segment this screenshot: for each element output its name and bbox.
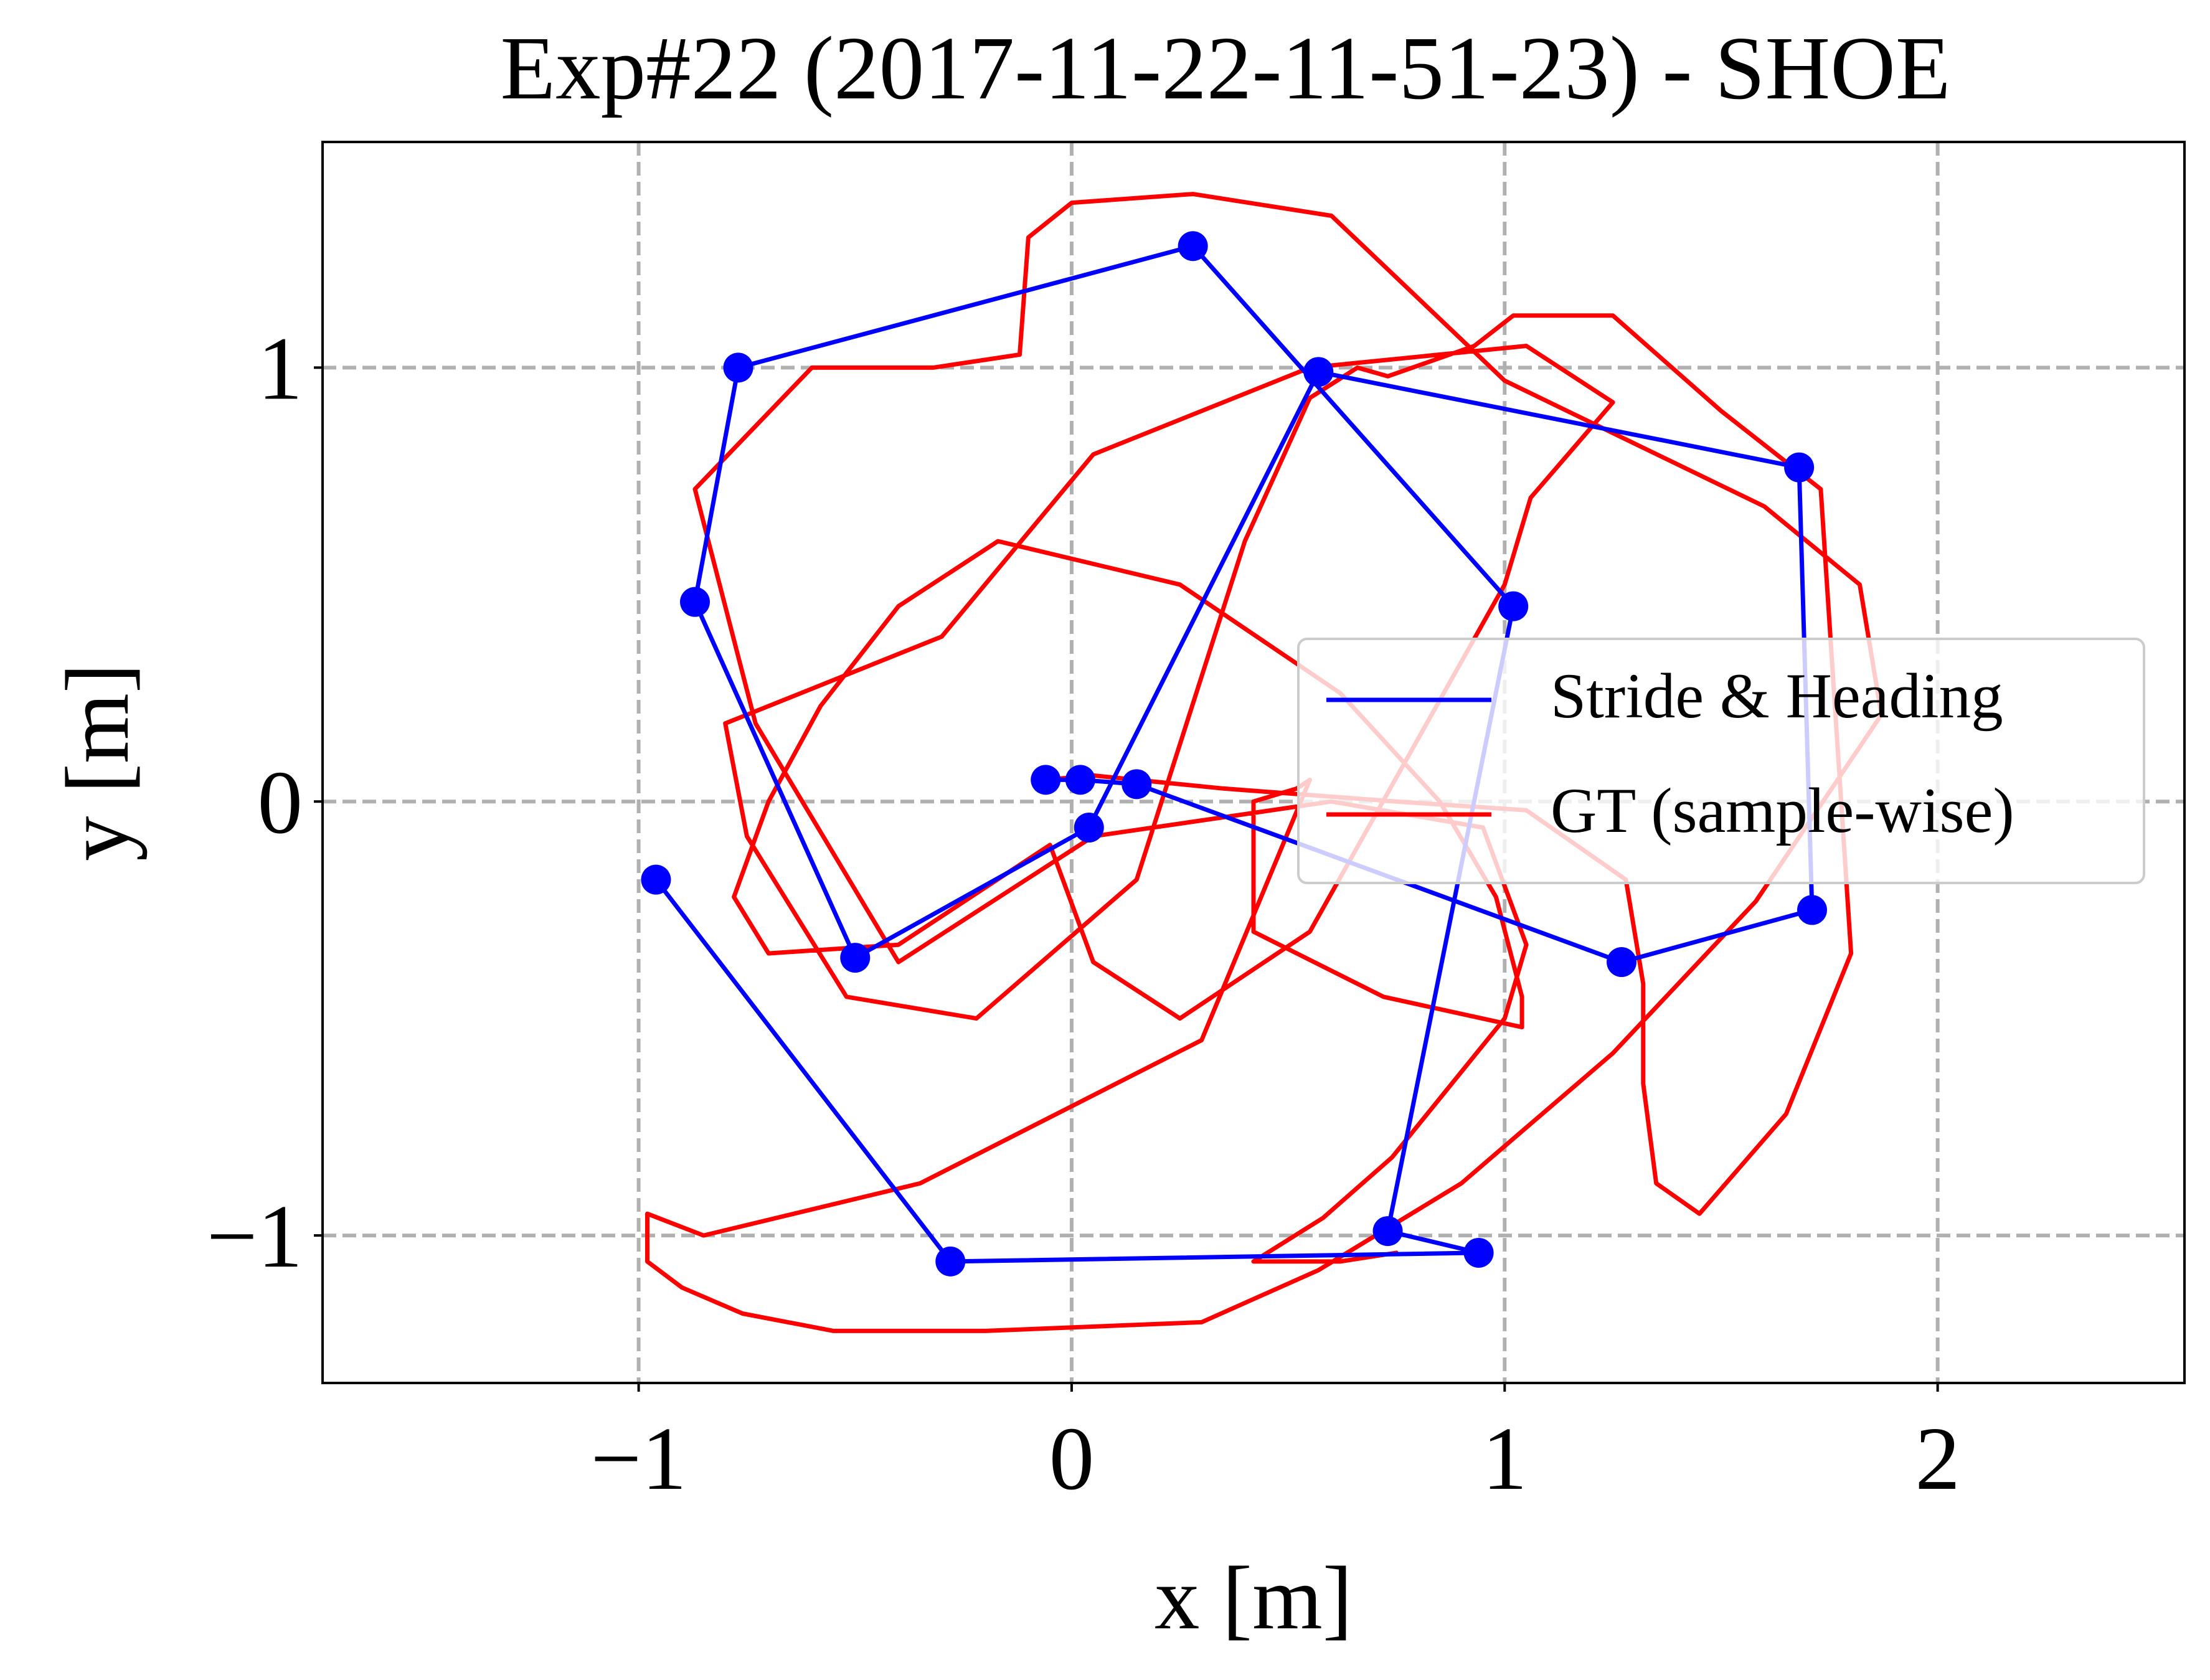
stride-markers (641, 231, 1827, 1277)
x-axis-label: x [m] (1155, 1549, 1353, 1648)
stride-point (1065, 765, 1095, 795)
stride-point (1797, 895, 1827, 925)
stride-point (641, 864, 671, 895)
stride-point (723, 352, 753, 383)
stride-point (935, 1246, 966, 1277)
axis-ticks: −1 0 1 2 −1 0 1 (207, 319, 1960, 1509)
y-tick-label: 1 (258, 319, 303, 418)
x-tick-label: −1 (590, 1409, 686, 1509)
stride-point (1122, 769, 1152, 800)
stride-point (1784, 452, 1815, 483)
legend-label-gt-sample-wise: GT (sample-wise) (1551, 775, 2014, 846)
y-tick-label: −1 (207, 1187, 303, 1286)
stride-point (1607, 947, 1637, 978)
stride-point (840, 943, 871, 973)
plot-area-frame (321, 141, 2186, 1384)
legend-label-stride-heading: Stride & Heading (1551, 661, 2003, 732)
x-tick-label: 1 (1482, 1409, 1528, 1509)
stride-point (1303, 357, 1334, 387)
x-tick-label: 2 (1915, 1409, 1960, 1509)
stride-point (1463, 1237, 1494, 1268)
stride-point (1372, 1216, 1403, 1247)
chart-title: Exp#22 (2017-11-22-11-51-23) - SHOE (501, 19, 1951, 118)
stride-point (680, 587, 710, 617)
legend: Stride & Heading GT (sample-wise) (1297, 638, 2145, 884)
y-tick-label: 0 (258, 753, 303, 852)
y-axis-label: y [m] (48, 663, 148, 861)
stride-point (1178, 231, 1208, 262)
x-tick-label: 0 (1049, 1409, 1095, 1509)
legend-frame (1297, 638, 2145, 884)
stride-point (1031, 765, 1061, 795)
stride-point (1498, 591, 1529, 621)
stride-point (1074, 813, 1104, 843)
